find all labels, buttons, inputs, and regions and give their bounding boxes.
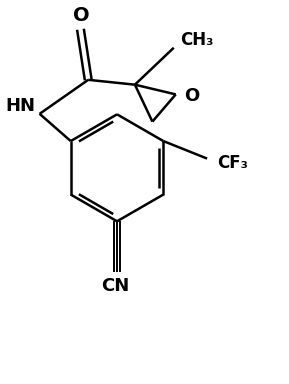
Text: O: O — [184, 87, 199, 105]
Text: CN: CN — [101, 277, 129, 295]
Text: CH₃: CH₃ — [180, 31, 214, 49]
Text: O: O — [73, 6, 90, 25]
Text: HN: HN — [5, 97, 35, 115]
Text: CF₃: CF₃ — [217, 154, 248, 172]
